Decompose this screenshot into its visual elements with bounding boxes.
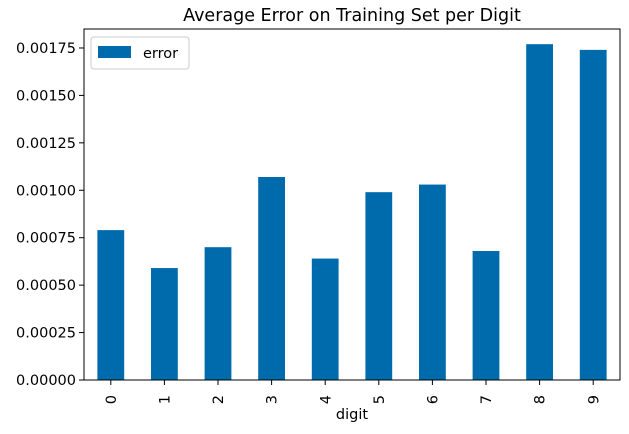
x-tick-label: 1 xyxy=(157,395,173,404)
plot-frame xyxy=(83,28,621,381)
y-tick-label: 0.00150 xyxy=(16,88,76,104)
y-axis: 0.00000 0.00025 0.00050 0.00075 0.00100 0.001… xyxy=(16,41,84,389)
bar xyxy=(526,44,553,381)
y-tick-label: 0.00125 xyxy=(16,136,76,152)
y-tick-label: 0.00025 xyxy=(16,326,76,342)
x-tick-label: 6 xyxy=(425,395,441,404)
x-tick-label: 4 xyxy=(318,395,334,404)
x-axis-label: digit xyxy=(336,407,368,423)
bar xyxy=(579,49,607,380)
chart-title: Average Error on Training Set per Digit xyxy=(183,6,521,26)
bar xyxy=(365,192,393,380)
bar xyxy=(258,176,285,380)
x-tick-label: 7 xyxy=(479,395,495,404)
bar xyxy=(204,247,232,380)
legend-frame xyxy=(90,36,190,70)
bar xyxy=(311,258,339,380)
bar xyxy=(151,268,178,380)
y-tick-label: 0.00100 xyxy=(16,183,76,199)
x-tick-label: 2 xyxy=(211,395,227,404)
bar xyxy=(419,184,446,380)
legend: error xyxy=(90,36,190,70)
x-axis: 0 1 2 3 4 5 6 7 8 9 xyxy=(104,380,602,404)
x-tick-label: 9 xyxy=(586,395,602,404)
y-tick-label: 0.00075 xyxy=(16,231,76,247)
y-tick-label: 0.00000 xyxy=(16,373,76,389)
bars xyxy=(97,44,607,381)
legend-label: error xyxy=(143,46,178,62)
x-tick-label: 3 xyxy=(265,395,281,404)
y-tick-label: 0.00175 xyxy=(16,41,76,57)
x-tick-label: 8 xyxy=(533,395,549,404)
bar xyxy=(97,230,125,380)
x-tick-label: 5 xyxy=(372,395,388,404)
bar xyxy=(472,250,500,380)
y-tick-label: 0.00050 xyxy=(16,278,76,294)
x-tick-label: 0 xyxy=(104,395,120,404)
legend-swatch xyxy=(98,46,131,58)
